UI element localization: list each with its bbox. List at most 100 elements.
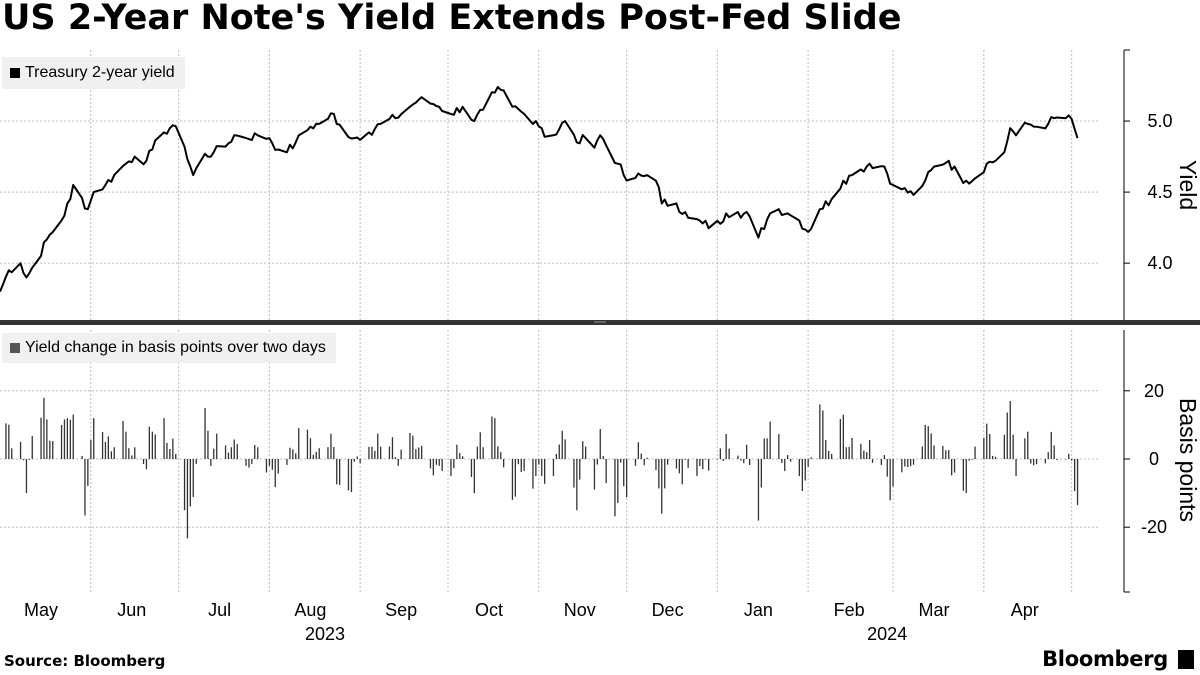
bar-208 xyxy=(848,446,850,459)
bar-238 xyxy=(971,459,973,460)
bar-228 xyxy=(930,433,932,459)
xtick-label-apr: Apr xyxy=(1011,600,1039,620)
bar-31 xyxy=(125,431,127,459)
bar-126 xyxy=(514,459,516,497)
bar-63 xyxy=(254,445,256,459)
bar-170 xyxy=(696,459,698,476)
bar-89 xyxy=(359,459,361,464)
bar-6 xyxy=(22,459,25,461)
bar-82 xyxy=(333,447,335,459)
bar-251 xyxy=(1027,431,1029,459)
bar-98 xyxy=(397,459,399,466)
bar-91 xyxy=(371,446,373,459)
bar-155 xyxy=(634,459,637,466)
xtick-label-jan: Jan xyxy=(744,600,773,620)
bar-106 xyxy=(432,459,434,476)
bar-192 xyxy=(784,459,786,472)
bar-14 xyxy=(52,441,54,459)
legend-top-swatch xyxy=(10,68,20,78)
bar-232 xyxy=(948,450,950,459)
bar-74 xyxy=(298,428,300,459)
bar-142 xyxy=(579,459,581,480)
bar-213 xyxy=(869,440,871,459)
bar-77 xyxy=(312,454,314,459)
bar-34 xyxy=(134,447,136,459)
bar-179 xyxy=(728,448,730,459)
bar-30 xyxy=(122,421,124,459)
bar-250 xyxy=(1024,438,1026,459)
bar-16 xyxy=(63,419,66,459)
ytick-label-top-2: 5.0 xyxy=(1147,111,1172,131)
bar-172 xyxy=(702,459,704,470)
bar-195 xyxy=(798,459,800,477)
bar-139 xyxy=(564,439,566,459)
bar-104 xyxy=(421,445,423,459)
bar-203 xyxy=(828,450,830,459)
bar-163 xyxy=(664,459,666,489)
bar-52 xyxy=(210,459,212,466)
bar-235 xyxy=(962,459,964,491)
ytick-label-top-1: 4.5 xyxy=(1147,182,1172,202)
bar-209 xyxy=(851,438,853,459)
xtick-label-oct: Oct xyxy=(475,600,503,620)
bar-240 xyxy=(983,437,985,459)
bar-18 xyxy=(69,419,71,459)
bar-191 xyxy=(781,459,783,463)
bar-259 xyxy=(1056,459,1058,461)
legend-bottom-swatch xyxy=(10,343,20,353)
bar-183 xyxy=(746,444,748,459)
bar-32 xyxy=(128,448,130,459)
bar-169 xyxy=(687,459,689,468)
ytick-label-top-0: 4.0 xyxy=(1147,253,1172,273)
chart-title: US 2-Year Note's Yield Extends Post-Fed … xyxy=(2,0,902,38)
bar-80 xyxy=(327,447,329,459)
xtick-label-aug: Aug xyxy=(294,600,326,620)
bar-215 xyxy=(880,459,882,465)
bar-45 xyxy=(183,459,186,511)
xtick-label-nov: Nov xyxy=(564,600,596,620)
bar-229 xyxy=(933,445,935,459)
bar-166 xyxy=(678,459,680,474)
bar-49 xyxy=(195,459,197,464)
bar-218 xyxy=(889,459,891,501)
bar-78 xyxy=(315,452,317,459)
bar-174 xyxy=(708,459,710,471)
bar-23 xyxy=(90,440,92,459)
bar-33 xyxy=(131,455,133,459)
bar-140 xyxy=(573,459,575,488)
bar-130 xyxy=(532,459,534,489)
bar-48 xyxy=(192,459,194,497)
bar-110 xyxy=(450,459,452,477)
xtick-label-may: May xyxy=(24,600,58,620)
bar-264 xyxy=(1076,459,1079,506)
bar-57 xyxy=(230,447,232,459)
bar-255 xyxy=(1044,459,1046,464)
bar-263 xyxy=(1074,459,1076,492)
bar-119 xyxy=(482,447,484,459)
bar-27 xyxy=(107,436,109,459)
ylabel-bottom: Basis points xyxy=(1175,398,1200,522)
bar-84 xyxy=(339,459,341,485)
bar-29 xyxy=(113,447,115,459)
bar-214 xyxy=(871,459,874,463)
bar-248 xyxy=(1012,434,1014,459)
bar-76 xyxy=(309,438,312,459)
bar-187 xyxy=(763,438,765,459)
bar-165 xyxy=(675,459,678,469)
bar-199 xyxy=(810,457,812,459)
bar-162 xyxy=(661,459,663,514)
bar-112 xyxy=(456,444,458,459)
bar-68 xyxy=(274,459,276,488)
bar-196 xyxy=(801,459,803,491)
bar-138 xyxy=(561,430,563,459)
bar-147 xyxy=(599,429,601,459)
bar-124 xyxy=(503,459,505,468)
bar-141 xyxy=(576,459,578,511)
bar-118 xyxy=(479,432,481,459)
bar-176 xyxy=(719,448,721,459)
bar-86 xyxy=(350,459,353,492)
bar-37 xyxy=(148,426,150,459)
bar-97 xyxy=(394,457,396,459)
xtick-label-feb: Feb xyxy=(834,600,865,620)
